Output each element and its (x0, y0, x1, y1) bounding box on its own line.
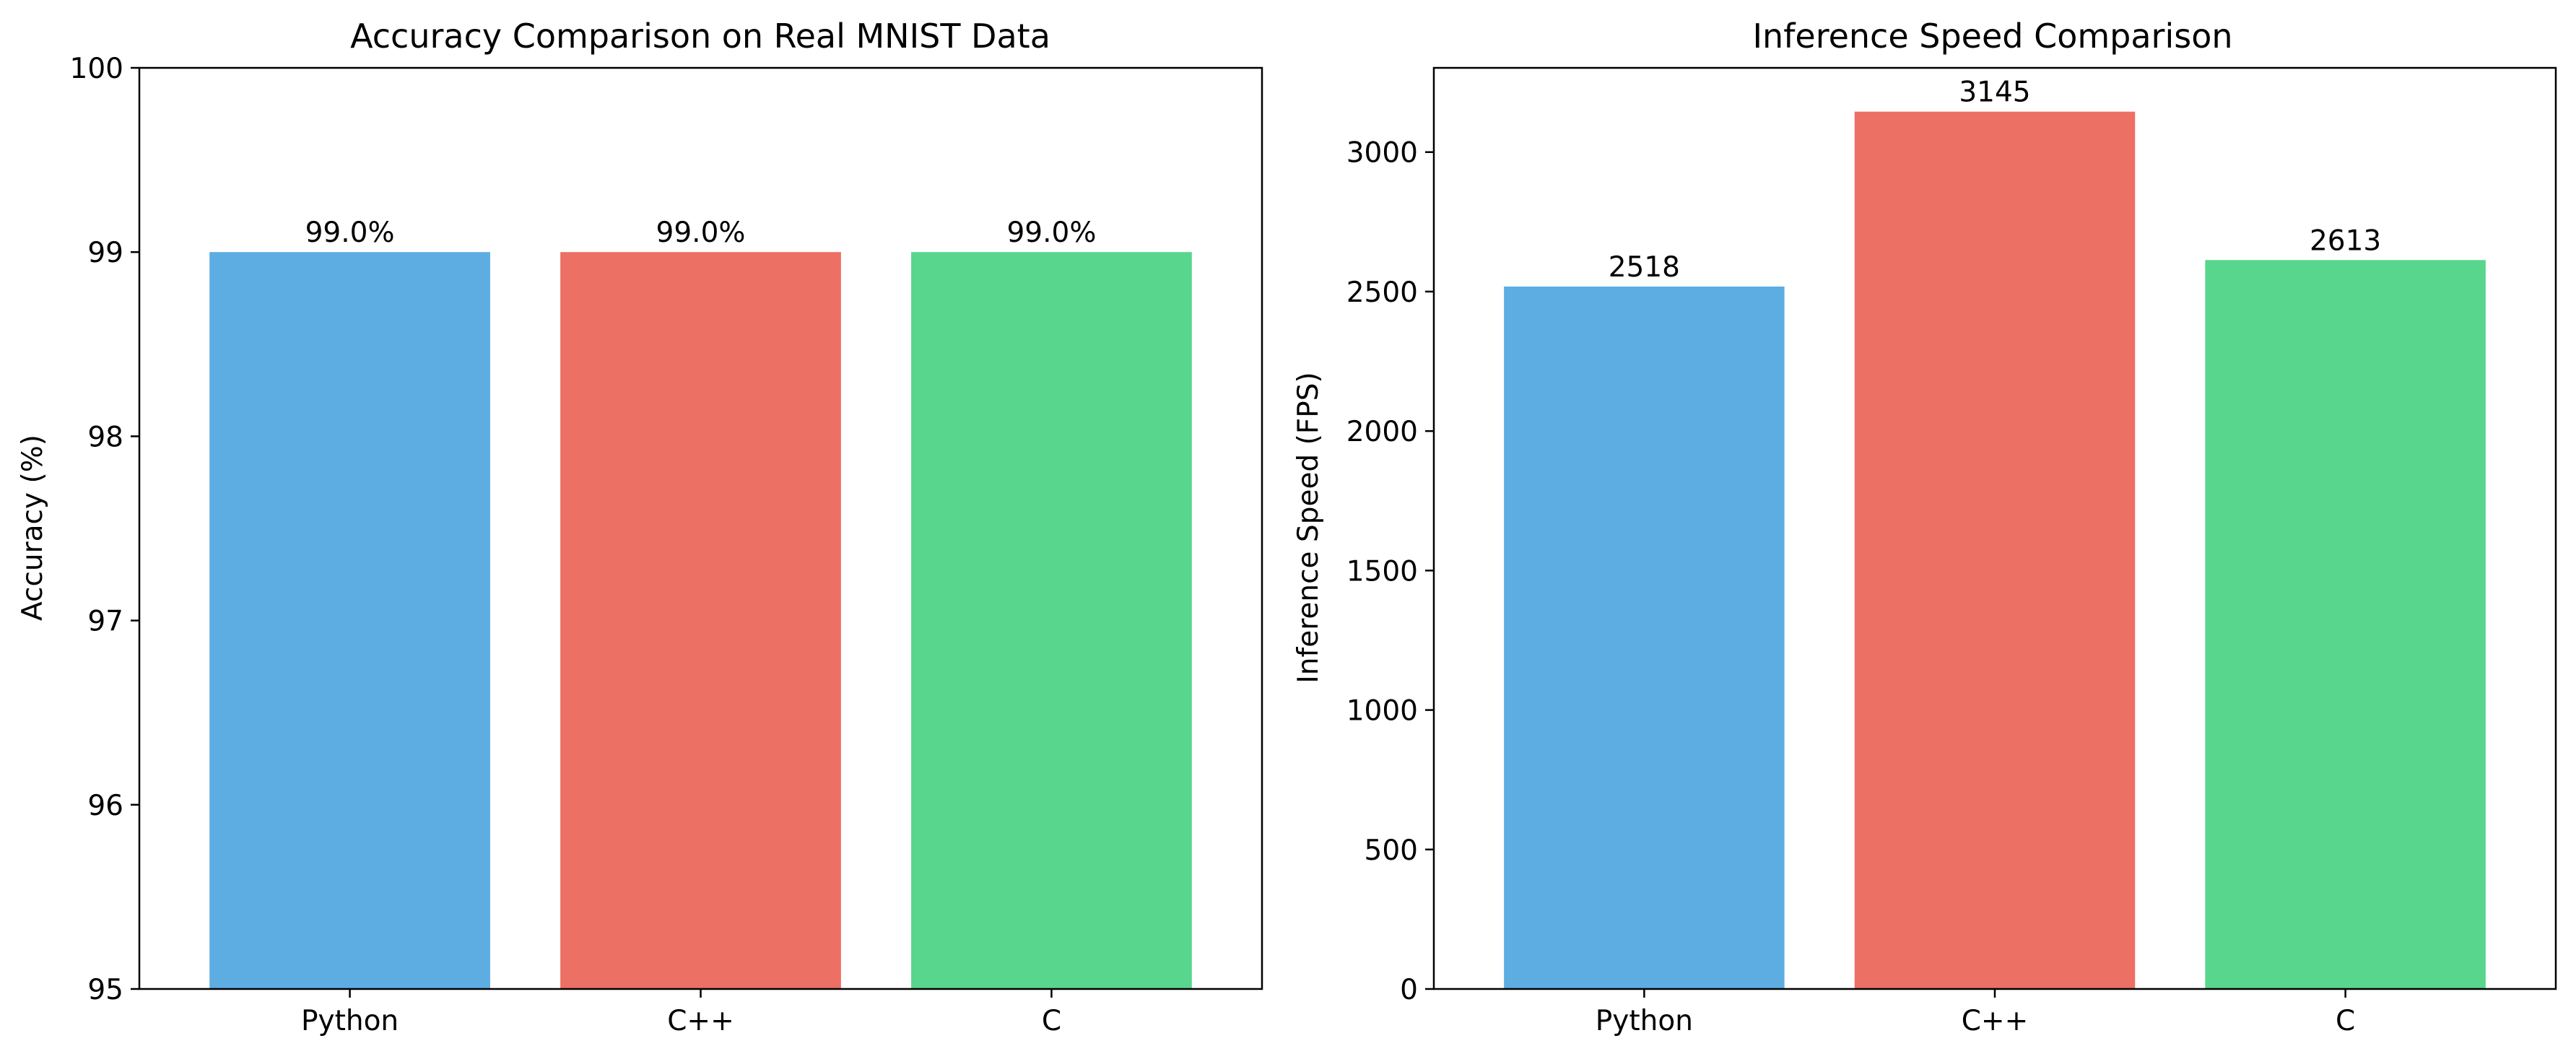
speed-x-tick-label-python: Python (1596, 1005, 1693, 1037)
speed-x-tick-label-cplusplus: C++ (1962, 1005, 2029, 1037)
speed-plot-area: 2518 Python 3145 C++ 2613 C 0 500 1000 1500 2000 25… (1346, 66, 2557, 1037)
speed-y-tick-label: 1000 (1346, 695, 1418, 728)
speed-bar-c (2205, 260, 2486, 990)
accuracy-axes-frame (138, 66, 1263, 990)
speed-y-tick-label: 2500 (1346, 276, 1418, 309)
accuracy-chart-title: Accuracy Comparison on Real MNIST Data (350, 17, 1050, 56)
accuracy-bar-c (911, 252, 1192, 989)
speed-value-label-cplusplus: 3145 (1959, 77, 2030, 109)
accuracy-value-label-c: 99.0% (1006, 217, 1096, 249)
speed-value-label-python: 2518 (1609, 251, 1680, 284)
speed-y-tick-label: 0 (1400, 974, 1418, 1006)
speed-bar-cplusplus (1854, 111, 2136, 989)
accuracy-x-tick-label-cplusplus: C++ (667, 1005, 734, 1037)
speed-value-label-c: 2613 (2310, 225, 2381, 257)
accuracy-x-tick-label-c: C (1042, 1005, 1061, 1037)
accuracy-bar-python (209, 252, 490, 989)
accuracy-y-tick-label: 96 (87, 790, 123, 822)
speed-y-tick-label: 500 (1365, 834, 1418, 867)
accuracy-y-tick-label: 97 (87, 606, 123, 638)
speed-y-tick-label: 2000 (1346, 416, 1418, 448)
speed-chart-title: Inference Speed Comparison (1752, 17, 2232, 56)
speed-y-tick-label: 1500 (1346, 555, 1418, 588)
accuracy-y-tick-label: 99 (87, 237, 123, 269)
accuracy-y-tick-label: 98 (87, 421, 123, 453)
accuracy-plot-area: 99.0% Python 99.0% C++ 99.0% C 95 96 97 98 99 100 (70, 53, 1263, 1037)
speed-x-tick-label-c: C (2336, 1005, 2355, 1037)
accuracy-y-tick-label: 95 (87, 974, 123, 1006)
speed-y-axis-label: Inference Speed (FPS) (1292, 372, 1325, 683)
speed-axes-frame (1432, 66, 2557, 990)
accuracy-value-label-cplusplus: 99.0% (656, 217, 746, 249)
speed-y-tick-label: 3000 (1346, 137, 1418, 170)
accuracy-x-tick-label-python: Python (301, 1005, 399, 1037)
accuracy-chart-panel: Accuracy Comparison on Real MNIST Data A… (17, 17, 1263, 1037)
accuracy-y-axis-label: Accuracy (%) (17, 435, 49, 621)
accuracy-bar-cplusplus (560, 252, 841, 989)
speed-bar-python (1504, 286, 1785, 990)
speed-chart-panel: Inference Speed Comparison Inference Spe… (1292, 17, 2557, 1037)
accuracy-y-tick-label: 100 (70, 53, 123, 85)
accuracy-value-label-python: 99.0% (305, 217, 395, 249)
